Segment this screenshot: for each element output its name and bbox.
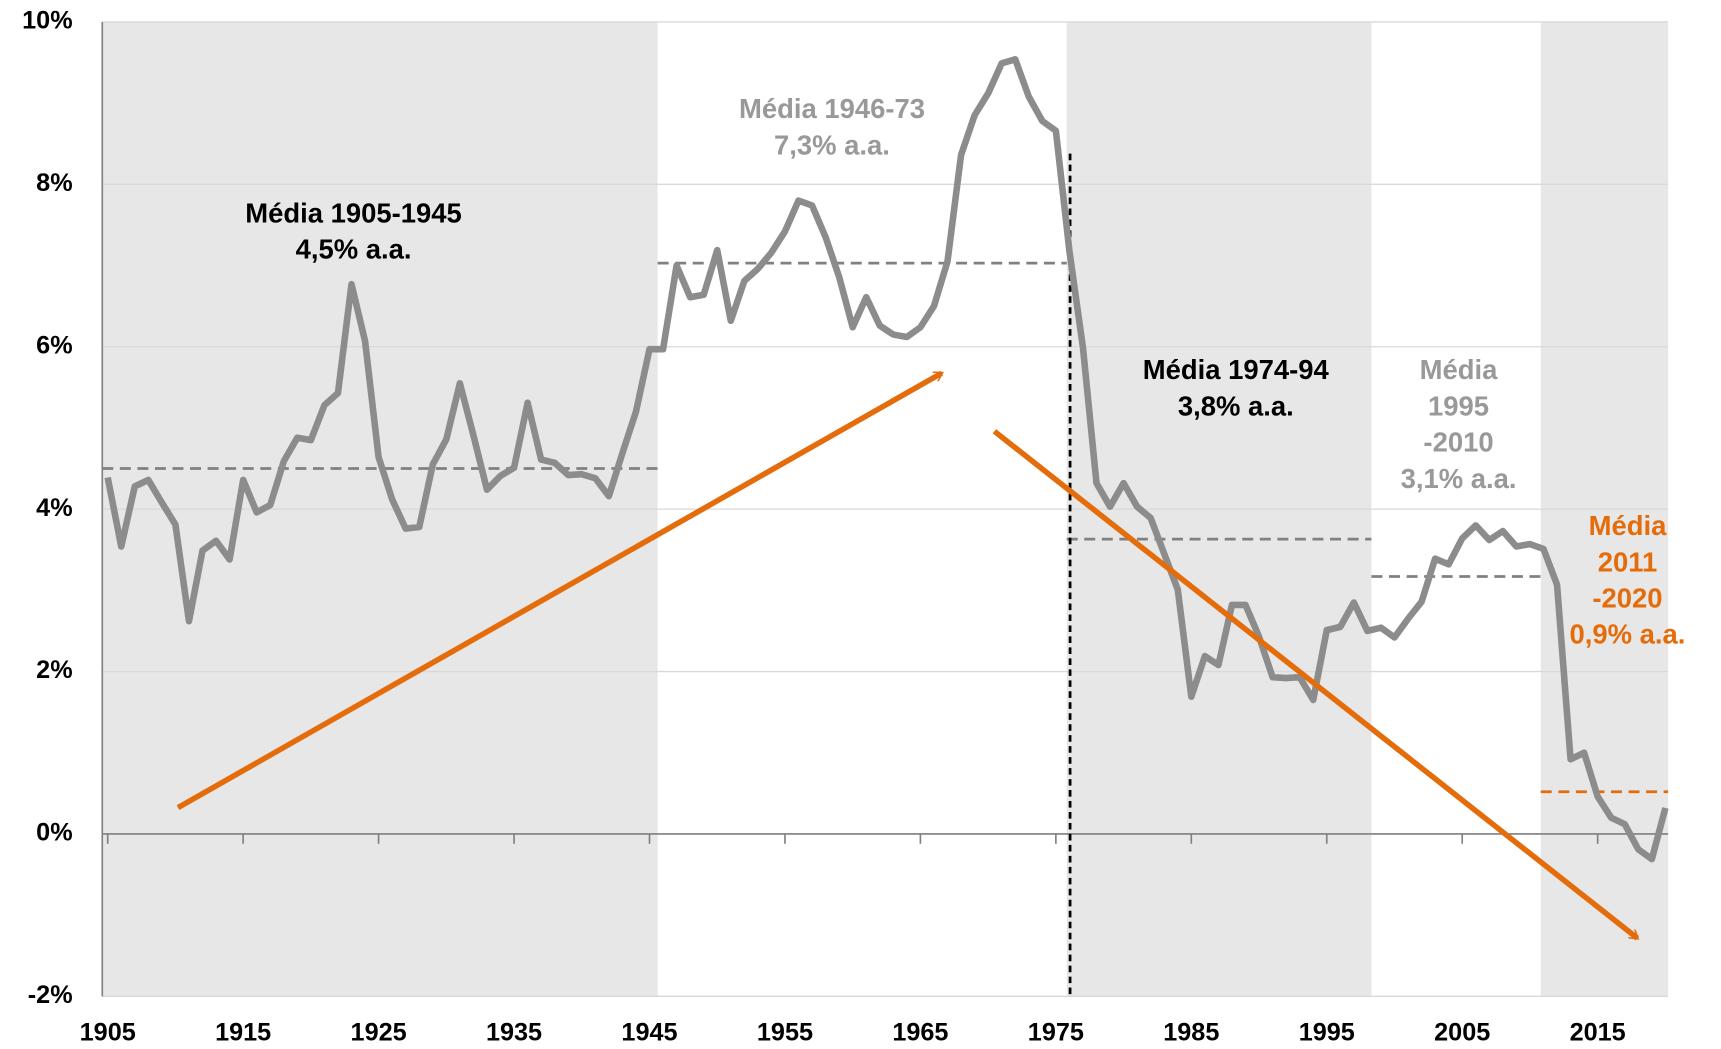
x-tick-label: 1975 bbox=[1028, 1018, 1084, 1046]
x-tick-label: 1905 bbox=[80, 1018, 136, 1046]
x-tick-label: 1915 bbox=[215, 1018, 271, 1046]
y-tick-label: -2% bbox=[28, 981, 73, 1009]
annotation: Média 1905-1945 bbox=[245, 197, 461, 228]
x-tick-label: 2005 bbox=[1434, 1018, 1490, 1046]
annotation: 2011 bbox=[1598, 546, 1658, 577]
y-tick-label: 10% bbox=[22, 7, 72, 35]
x-tick-label: 2015 bbox=[1570, 1018, 1626, 1046]
y-tick-label: 2% bbox=[36, 656, 72, 684]
annotation: 4,5% a.a. bbox=[296, 234, 412, 265]
y-tick-label: 0% bbox=[36, 819, 72, 847]
y-tick-label: 8% bbox=[36, 169, 72, 197]
trend-arrow-up bbox=[176, 370, 942, 810]
annotation: 0,9% a.a. bbox=[1570, 619, 1686, 650]
annotation: 7,3% a.a. bbox=[774, 129, 890, 160]
annotation: -2020 bbox=[1592, 582, 1662, 613]
y-tick-label: 4% bbox=[36, 494, 72, 522]
annotation: -2010 bbox=[1423, 427, 1493, 458]
x-tick-label: 1965 bbox=[892, 1018, 948, 1046]
x-tick-label: 1995 bbox=[1299, 1018, 1355, 1046]
annotation: 3,8% a.a. bbox=[1178, 390, 1294, 421]
annotation: Média 1974-94 bbox=[1143, 354, 1330, 385]
y-tick-label: 6% bbox=[36, 331, 72, 359]
annotation: Média bbox=[1420, 354, 1498, 385]
annotation: 1995 bbox=[1428, 390, 1489, 421]
series-line bbox=[104, 56, 1669, 863]
annotation: 3,1% a.a. bbox=[1401, 463, 1517, 494]
x-tick-label: 1945 bbox=[621, 1018, 677, 1046]
x-tick-label: 1955 bbox=[757, 1018, 813, 1046]
x-tick-label: 1935 bbox=[486, 1018, 542, 1046]
trend-arrow-down bbox=[992, 429, 1637, 941]
x-tick-label: 1985 bbox=[1163, 1018, 1219, 1046]
x-tick-label: 1925 bbox=[351, 1018, 407, 1046]
annotation: Média 1946-73 bbox=[739, 93, 925, 124]
annotation: Média bbox=[1589, 510, 1667, 541]
